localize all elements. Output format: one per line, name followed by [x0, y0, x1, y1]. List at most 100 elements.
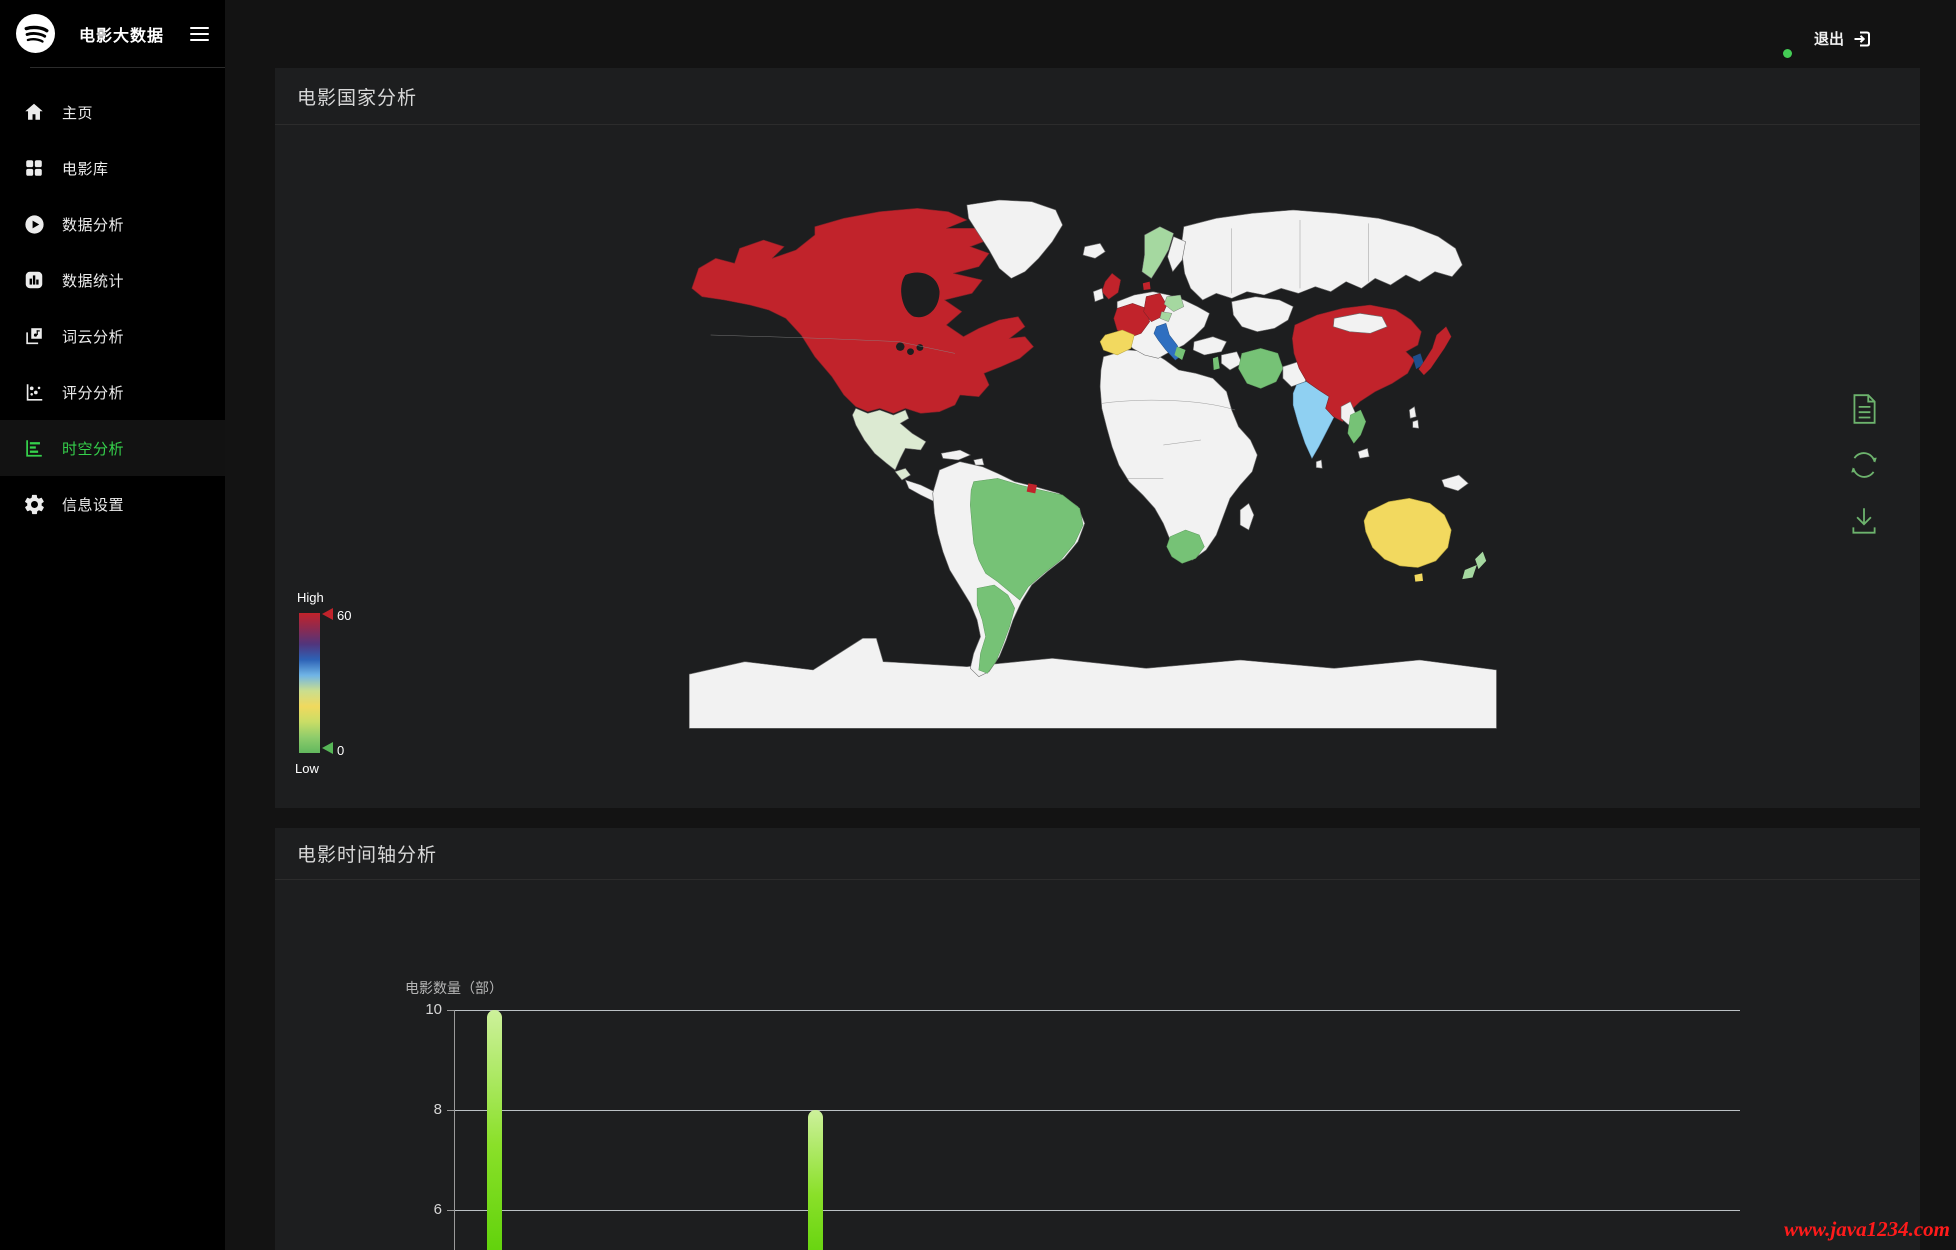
country-analysis-panel: 电影国家分析 — [275, 68, 1920, 808]
hispaniola — [973, 457, 985, 466]
russia — [1181, 209, 1463, 301]
visual-map-low-label: Low — [295, 761, 319, 776]
tick-mark — [447, 1010, 454, 1011]
visual-map-gradient-bar[interactable] — [299, 613, 320, 753]
south-africa — [1166, 529, 1205, 564]
bar — [808, 1110, 824, 1250]
visual-map-legend: High 60 0 Low — [293, 590, 383, 776]
world-map-chart[interactable] — [685, 195, 1505, 745]
sidebar-item-home[interactable]: 主页 — [0, 84, 225, 140]
sidebar-item-data-stats[interactable]: 数据统计 — [0, 252, 225, 308]
sidebar-menu: 主页 电影库 数据分析 数据统计 — [0, 84, 225, 532]
hamburger-menu-icon[interactable] — [190, 23, 209, 45]
sri-lanka — [1315, 459, 1323, 469]
spain — [1099, 329, 1135, 356]
refresh-icon[interactable] — [1848, 448, 1880, 482]
australia — [1363, 498, 1452, 568]
logout-button[interactable]: 退出 — [1814, 28, 1872, 49]
new-zealand — [1462, 551, 1487, 580]
visual-map-min-handle[interactable] — [322, 742, 333, 754]
sidebar-item-label: 信息设置 — [62, 496, 125, 514]
sidebar-item-label: 数据统计 — [62, 272, 125, 290]
timeline-panel-header: 电影时间轴分析 — [275, 828, 1920, 880]
sidebar-item-label: 电影库 — [62, 160, 109, 178]
gridline — [454, 1210, 1740, 1211]
y-tick-label: 8 — [433, 1101, 442, 1118]
iraq — [1221, 351, 1243, 371]
logout-label: 退出 — [1813, 31, 1844, 48]
scandinavia — [1141, 226, 1174, 279]
y-axis-name: 电影数量（部） — [405, 980, 503, 996]
spotify-logo-icon — [16, 14, 55, 53]
france — [1113, 303, 1150, 339]
country-panel-header: 电影国家分析 — [275, 68, 1920, 125]
turkey — [1192, 336, 1227, 356]
data-view-icon[interactable] — [1848, 392, 1880, 426]
greenland — [966, 199, 1063, 279]
poland — [1163, 294, 1185, 312]
timeline-analysis-panel: 电影时间轴分析 电影数量（部） 10 8 6 — [275, 828, 1920, 1250]
sidebar-item-spacetime-analysis[interactable]: 时空分析 — [0, 420, 225, 476]
argentina — [976, 584, 1015, 674]
iceland — [1082, 243, 1106, 259]
hudson-bay — [901, 272, 940, 318]
sidebar-item-data-analysis[interactable]: 数据分析 — [0, 196, 225, 252]
greece — [1174, 346, 1186, 360]
sidebar-item-movie-library[interactable]: 电影库 — [0, 140, 225, 196]
country-panel-title: 电影国家分析 — [297, 87, 418, 109]
stats-bars-icon — [22, 268, 46, 292]
download-icon[interactable] — [1848, 504, 1880, 538]
israel — [1212, 356, 1220, 370]
tick-mark — [447, 1110, 454, 1111]
brazil — [970, 478, 1084, 601]
czech — [1159, 311, 1173, 322]
logout-icon — [1854, 31, 1870, 46]
africa — [1099, 349, 1258, 561]
china — [1292, 304, 1422, 423]
french-guiana — [1026, 483, 1037, 494]
visual-map-min-value: 0 — [337, 743, 345, 758]
gear-icon — [22, 492, 46, 516]
sidebar: 电影大数据 主页 电影库 数据分析 — [0, 0, 225, 1250]
madagascar — [1239, 502, 1255, 531]
sidebar-header: 电影大数据 — [0, 0, 225, 67]
visual-map-max-value: 60 — [337, 608, 352, 623]
iran — [1238, 348, 1284, 389]
sidebar-item-rating-analysis[interactable]: 评分分析 — [0, 364, 225, 420]
gridline — [454, 1110, 1740, 1111]
mexico — [852, 407, 927, 471]
sidebar-item-label: 时空分析 — [62, 440, 125, 458]
united-kingdom — [1101, 272, 1121, 300]
wordcloud-icon — [22, 324, 46, 348]
malaysia — [1357, 447, 1370, 459]
cuba — [940, 449, 972, 461]
central-asia — [1231, 296, 1294, 332]
denmark — [1142, 281, 1151, 290]
mongolia — [1332, 313, 1388, 334]
play-circle-icon — [22, 212, 46, 236]
sidebar-item-label: 词云分析 — [62, 328, 125, 346]
papua-new-guinea — [1441, 474, 1469, 492]
sidebar-item-settings[interactable]: 信息设置 — [0, 476, 225, 532]
guatemala — [894, 468, 911, 481]
visual-map-max-handle[interactable] — [322, 608, 333, 620]
status-dot — [1783, 49, 1792, 58]
japan — [1418, 326, 1452, 376]
home-icon — [22, 100, 46, 124]
tick-mark — [447, 1210, 454, 1211]
sidebar-divider — [30, 67, 225, 68]
thailand — [1347, 409, 1367, 444]
sidebar-item-label: 数据分析 — [62, 216, 125, 234]
gridline — [454, 1010, 1740, 1011]
timeline-bars-icon — [22, 436, 46, 460]
north-america-red — [691, 208, 1034, 414]
sidebar-item-wordcloud[interactable]: 词云分析 — [0, 308, 225, 364]
philippines — [1409, 406, 1420, 429]
y-tick-label: 6 — [433, 1201, 442, 1218]
antarctica — [688, 638, 1497, 729]
timeline-bar-chart[interactable]: 电影数量（部） 10 8 6 — [275, 880, 1920, 1250]
timeline-panel-title: 电影时间轴分析 — [297, 845, 438, 866]
bar — [486, 1010, 502, 1250]
app-title: 电影大数据 — [79, 27, 165, 45]
south-korea — [1412, 353, 1424, 370]
